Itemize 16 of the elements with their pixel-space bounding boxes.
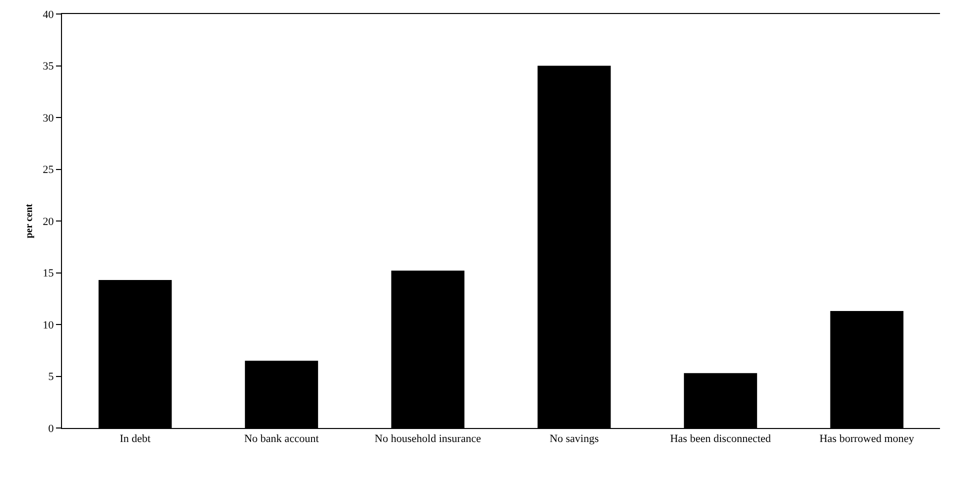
y-tick-label: 20 xyxy=(42,216,54,228)
x-tick-label: No savings xyxy=(550,433,599,446)
y-tick-label: 35 xyxy=(42,60,54,73)
y-tick-label: 0 xyxy=(48,422,54,435)
y-tick-label: 40 xyxy=(42,8,54,21)
x-tick-label: Has been disconnected xyxy=(670,433,772,446)
y-tick-label: 30 xyxy=(42,112,54,124)
x-tick-label: No bank account xyxy=(244,433,319,446)
y-tick-label: 10 xyxy=(42,319,54,332)
y-tick-label: 15 xyxy=(42,268,54,280)
y-tick-label: 25 xyxy=(42,164,54,176)
x-tick-label: Has borrowed money xyxy=(819,433,915,446)
y-axis-title: per cent xyxy=(24,203,35,238)
x-tick-label: In debt xyxy=(120,433,151,446)
y-tick-label: 5 xyxy=(48,371,54,384)
x-tick-label: No household insurance xyxy=(374,433,482,446)
